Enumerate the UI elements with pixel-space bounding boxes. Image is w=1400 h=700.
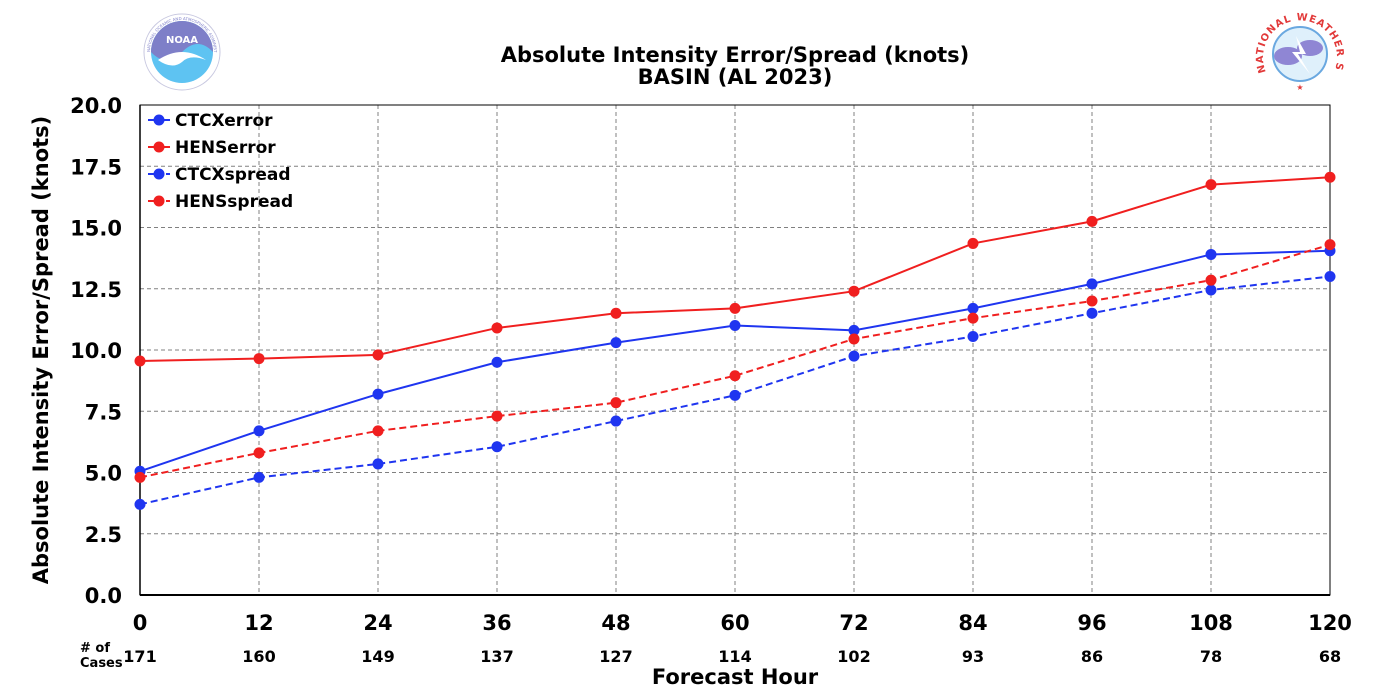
legend-label-HENSspread: HENSspread (175, 192, 293, 212)
x-tick-label: 24 (363, 611, 392, 635)
legend-marker-CTCXerror (153, 114, 165, 126)
plot-frame (139, 104, 1331, 596)
data-point-HENSspread (1324, 239, 1336, 251)
x-tick-label: 72 (839, 611, 868, 635)
x-tick-label: 0 (133, 611, 148, 635)
case-count: 102 (837, 647, 870, 666)
data-point-CTCXspread (610, 415, 622, 427)
data-point-CTCXerror (729, 320, 741, 331)
data-point-HENSerror (610, 307, 622, 319)
x-tick-label: 96 (1077, 611, 1106, 635)
y-axis-label: Absolute Intensity Error/Spread (knots) (29, 116, 53, 585)
x-tick-label: 84 (958, 611, 987, 635)
data-point-HENSspread (1205, 274, 1217, 286)
data-point-CTCXerror (491, 356, 503, 368)
chart-subtitle: BASIN (AL 2023) (638, 65, 833, 89)
y-tick-label: 0.0 (85, 584, 122, 608)
data-point-CTCXerror (372, 388, 384, 400)
data-point-HENSspread (1086, 295, 1098, 307)
case-count: 78 (1200, 647, 1222, 666)
data-point-CTCXspread (967, 331, 979, 343)
y-tick-labels: 0.0 2.5 5.0 7.5 10.0 12.5 15.0 17.5 20.0 (70, 94, 122, 608)
data-point-CTCXerror (253, 425, 265, 437)
data-point-HENSerror (134, 355, 146, 367)
data-point-HENSerror (372, 349, 384, 361)
y-tick-label: 10.0 (70, 339, 122, 363)
data-point-CTCXerror (610, 337, 622, 349)
legend-marker-HENSspread (153, 195, 165, 207)
noaa-logo-icon: NOAA NATIONAL OCEANIC AND ATMOSPHERIC AD… (0, 0, 221, 91)
chart-title: Absolute Intensity Error/Spread (knots) (501, 43, 970, 67)
x-tick-label: 108 (1189, 611, 1233, 635)
star-icon: ★ (1296, 83, 1303, 92)
y-tick-label: 7.5 (85, 400, 122, 424)
y-tick-label: 15.0 (70, 217, 122, 241)
x-axis-label: Forecast Hour (652, 665, 819, 689)
data-point-CTCXspread (729, 389, 741, 401)
data-point-CTCXspread (848, 350, 860, 362)
case-count: 114 (718, 647, 751, 666)
case-count: 137 (480, 647, 513, 666)
grid-lines (139, 104, 1331, 596)
case-count: 86 (1081, 647, 1103, 666)
data-point-HENSspread (491, 410, 503, 422)
case-count: 93 (962, 647, 984, 666)
series-line-HENSspread (139, 243, 1331, 479)
x-tick-label: 12 (244, 611, 273, 635)
data-point-HENSerror (1205, 179, 1217, 191)
data-point-HENSspread (848, 333, 860, 345)
data-point-HENSspread (967, 312, 979, 324)
data-point-HENSspread (729, 370, 741, 382)
case-count: 127 (599, 647, 632, 666)
case-count: 68 (1319, 647, 1341, 666)
case-count: 160 (242, 647, 275, 666)
data-point-CTCXspread (1086, 307, 1098, 319)
x-tick-label: 120 (1308, 611, 1352, 635)
y-tick-label: 17.5 (70, 155, 122, 179)
data-point-CTCXspread (491, 441, 503, 453)
data-point-HENSerror (729, 302, 741, 314)
data-point-HENSerror (848, 285, 860, 297)
cases-label-line1: # of (80, 641, 110, 656)
case-counts: 171 160 149 137 127 114 102 93 86 78 68 (123, 647, 1341, 666)
legend-label-CTCXerror: CTCXerror (175, 111, 273, 131)
data-point-HENSerror (491, 322, 503, 334)
data-point-CTCXerror (848, 324, 860, 336)
data-point-CTCXerror (967, 302, 979, 314)
legend: CTCXerror HENSerror CTCXspread HENSspread (148, 111, 293, 212)
x-tick-label: 48 (601, 611, 630, 635)
data-point-HENSspread (372, 425, 384, 437)
data-point-CTCXspread (134, 498, 146, 510)
data-point-HENSerror (253, 353, 265, 365)
data-point-HENSspread (610, 397, 622, 409)
series-group (134, 171, 1336, 510)
x-tick-label: 60 (720, 611, 749, 635)
data-point-HENSerror (1086, 215, 1098, 227)
legend-label-HENSerror: HENSerror (175, 138, 276, 158)
legend-label-CTCXspread: CTCXspread (175, 165, 291, 185)
y-tick-label: 20.0 (70, 94, 122, 118)
data-point-CTCXspread (1205, 284, 1217, 296)
data-point-HENSerror (967, 237, 979, 249)
x-tick-labels: 0 12 24 36 48 60 72 84 96 108 120 (133, 611, 1352, 635)
data-point-HENSerror (1324, 171, 1336, 183)
data-point-CTCXspread (1324, 271, 1336, 282)
noaa-logo-text: NOAA (166, 35, 198, 46)
case-count: 171 (123, 647, 156, 666)
y-tick-label: 2.5 (85, 523, 122, 547)
data-point-CTCXerror (1205, 248, 1217, 260)
data-point-CTCXspread (372, 458, 384, 470)
data-point-HENSspread (253, 447, 265, 459)
data-point-CTCXerror (1086, 278, 1098, 290)
legend-marker-CTCXspread (153, 168, 165, 180)
y-tick-label: 5.0 (85, 462, 122, 486)
case-count: 149 (361, 647, 394, 666)
x-tick-label: 36 (482, 611, 511, 635)
data-point-HENSspread (134, 471, 146, 483)
cases-label-line2: Cases (80, 656, 123, 671)
data-point-CTCXspread (253, 471, 265, 483)
legend-marker-HENSerror (153, 141, 165, 153)
y-tick-label: 12.5 (70, 278, 122, 302)
